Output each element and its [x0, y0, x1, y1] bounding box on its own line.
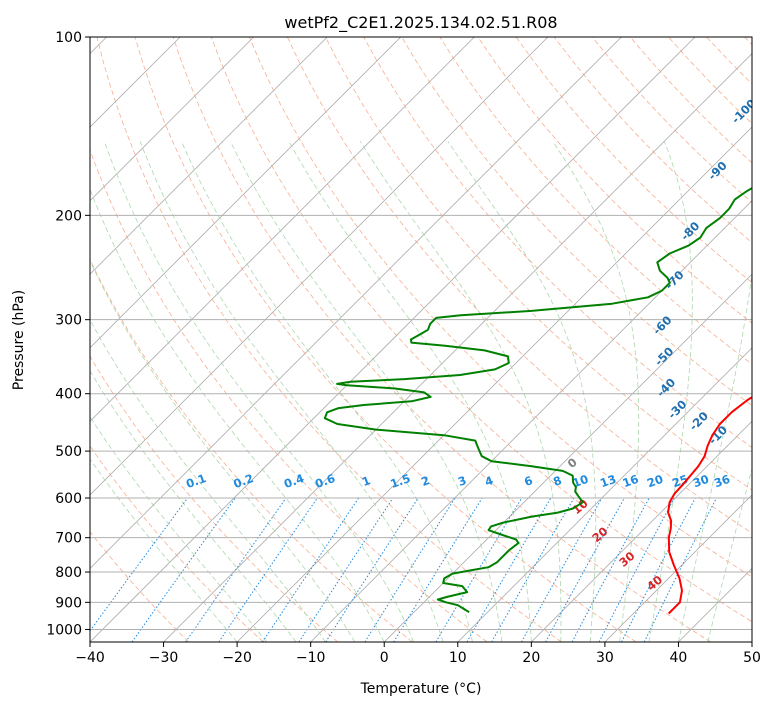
y-tick-label: 800 — [55, 565, 82, 581]
isotherm-line — [90, 37, 696, 642]
dry-adiabat-line — [134, 37, 637, 642]
mixing-ratio-line — [90, 497, 189, 632]
mixing-ratio-label: 0.2 — [231, 471, 255, 491]
mixing-ratio-line — [218, 497, 318, 642]
mixing-ratio-line — [364, 497, 456, 642]
isotherm-line — [90, 37, 402, 349]
y-tick-label: 500 — [55, 444, 82, 460]
dry-adiabat-line — [401, 37, 752, 406]
dry-adiabat-line — [90, 148, 488, 642]
x-tick-label: −20 — [222, 650, 252, 666]
dry-adiabat-line — [325, 37, 752, 491]
y-tick-label: 200 — [55, 208, 82, 224]
isotherm-line — [457, 347, 752, 642]
dry-adiabat-line — [210, 37, 752, 623]
dry-adiabat-line — [90, 258, 413, 642]
x-tick-label: −30 — [149, 650, 179, 666]
x-axis-ticks: −40 −30 −20 −10 0 10 20 30 40 50 — [75, 642, 761, 666]
mixing-ratio-line — [491, 497, 575, 642]
mixing-ratio-label: 0.4 — [282, 471, 306, 491]
isotherm-line — [90, 37, 475, 422]
mixing-ratio-line — [325, 497, 419, 642]
temperature-profile-line — [667, 395, 752, 615]
isotherm-line — [531, 420, 752, 642]
profile-series — [323, 186, 752, 615]
mixing-ratio-label: 0.6 — [313, 471, 337, 491]
mixing-ratio-label: 13 — [598, 472, 618, 491]
x-tick-label: 50 — [743, 650, 761, 666]
x-tick-label: 10 — [449, 650, 467, 666]
isotherm-line — [163, 52, 752, 642]
x-tick-label: 20 — [522, 650, 540, 666]
x-tick-label: 40 — [670, 650, 688, 666]
mixing-ratio-line — [393, 497, 483, 642]
mixing-ratio-line — [571, 497, 650, 642]
mixing-ratio-label: 1.5 — [388, 471, 412, 491]
chart-title: wetPf2_C2E1.2025.134.02.51.R08 — [284, 13, 557, 33]
isotherm-line — [90, 37, 622, 570]
mixing-ratio-line — [621, 497, 696, 642]
y-tick-label: 1000 — [46, 622, 82, 638]
isotherm-line — [236, 126, 752, 642]
y-axis-ticks: 100 200 300 400 500 600 700 800 900 1000 — [46, 30, 90, 638]
x-tick-label: 0 — [380, 650, 389, 666]
isotherm-line — [383, 273, 752, 642]
plot-frame — [89, 36, 753, 643]
dry-adiabat-line — [477, 37, 752, 324]
mixing-ratio-line — [545, 497, 625, 642]
dry-adiabat-line — [96, 37, 562, 642]
y-axis-label: Pressure (hPa) — [11, 290, 27, 390]
dry-adiabat-line — [90, 531, 189, 642]
dry-adiabat-line — [90, 355, 339, 642]
y-tick-label: 700 — [55, 531, 82, 547]
dry-adiabat-line — [172, 37, 712, 642]
isotherm-line — [90, 37, 549, 496]
mixing-ratio-label: 20 — [645, 472, 665, 491]
x-axis-label: Temperature (°C) — [360, 681, 482, 697]
pressure-grid — [90, 37, 752, 630]
mixing-ratio-line — [435, 497, 523, 642]
x-tick-label: −40 — [75, 650, 105, 666]
mixing-ratio-line — [643, 497, 717, 642]
mixing-ratio-label: 25 — [670, 472, 690, 491]
mixing-ratio-line — [262, 497, 360, 642]
mixing-ratio-line — [521, 497, 603, 642]
mixing-ratio-line — [466, 497, 552, 642]
y-tick-label: 400 — [55, 387, 82, 403]
dry-adiabat-line — [248, 37, 752, 578]
y-tick-label: 300 — [55, 313, 82, 329]
isotherm-line — [90, 37, 254, 202]
mixing-ratio-line — [298, 497, 394, 642]
dewpoint-profile-line — [323, 186, 752, 614]
mixing-ratio-label: 30 — [691, 472, 711, 491]
isotherm-line — [604, 494, 752, 642]
dry-adiabat-line — [515, 37, 752, 284]
dry-adiabat-line — [90, 445, 264, 642]
mixing-ratio-line — [598, 497, 675, 642]
mixing-ratio-label: 36 — [712, 472, 732, 491]
mixing-ratio-label: 0.1 — [184, 471, 208, 491]
y-tick-label: 600 — [55, 491, 82, 507]
x-tick-label: 30 — [596, 650, 614, 666]
y-tick-label: 900 — [55, 595, 82, 611]
x-tick-label: −10 — [296, 650, 326, 666]
isotherm-line — [90, 37, 328, 275]
y-tick-label: 100 — [55, 30, 82, 46]
mixing-ratio-label: 16 — [621, 472, 641, 491]
